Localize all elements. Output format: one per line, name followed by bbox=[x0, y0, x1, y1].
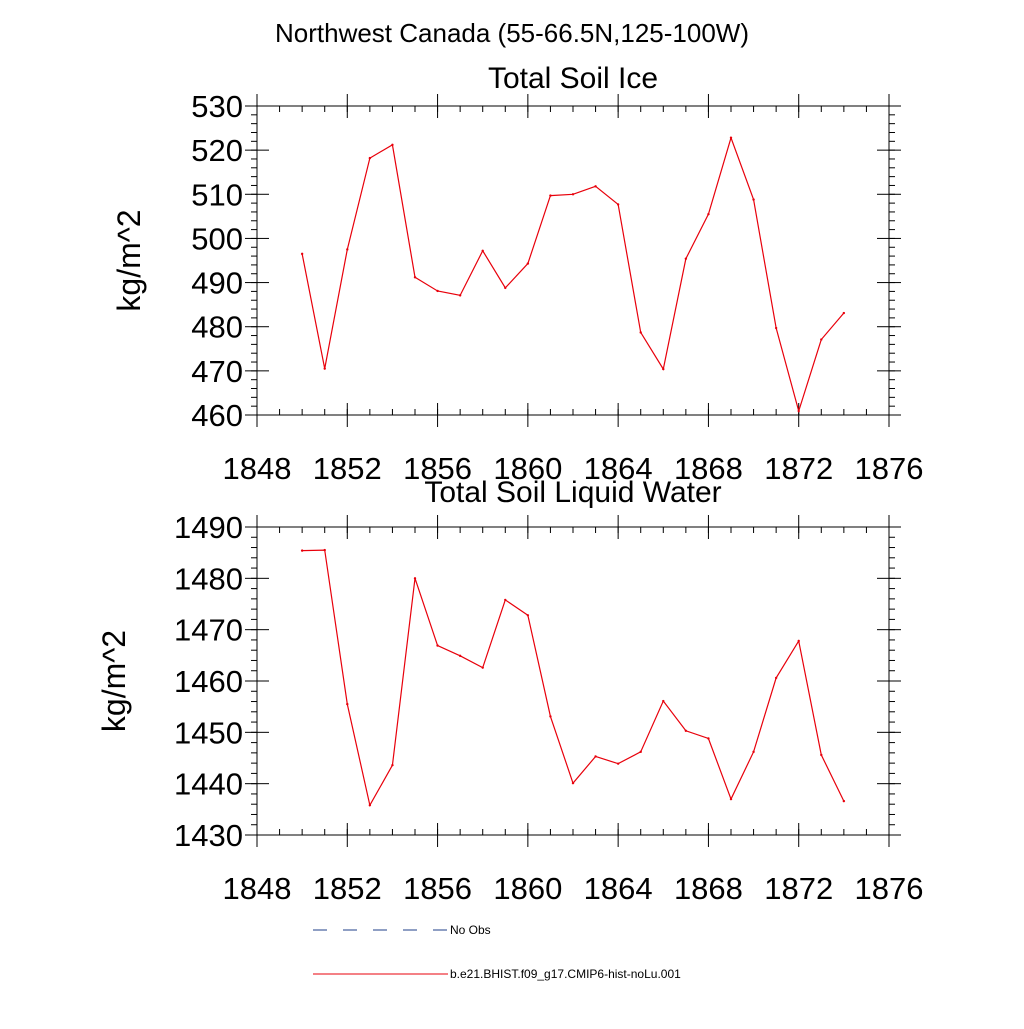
data-point bbox=[458, 654, 462, 658]
data-point bbox=[594, 755, 597, 758]
y-tick-label: 530 bbox=[191, 89, 243, 124]
data-point bbox=[729, 797, 733, 801]
data-point bbox=[481, 249, 484, 252]
x-tick-label: 1876 bbox=[855, 451, 924, 486]
x-tick-label: 1876 bbox=[855, 871, 924, 906]
data-point bbox=[526, 262, 530, 265]
data-point bbox=[820, 753, 823, 757]
data-point bbox=[684, 729, 688, 732]
y-tick-label: 1450 bbox=[174, 715, 243, 750]
data-point bbox=[752, 198, 755, 201]
data-point bbox=[323, 548, 326, 552]
y-tick-label: 470 bbox=[191, 354, 243, 389]
y-tick-label: 460 bbox=[191, 398, 243, 433]
data-point bbox=[526, 614, 530, 617]
y-tick-label: 480 bbox=[191, 310, 243, 345]
plot-frame bbox=[256, 105, 890, 416]
data-point bbox=[684, 257, 688, 260]
data-point bbox=[707, 212, 710, 216]
data-point bbox=[549, 194, 552, 197]
data-point bbox=[662, 367, 665, 371]
y-tick-label: 490 bbox=[191, 266, 243, 301]
data-point bbox=[639, 750, 642, 754]
data-point bbox=[458, 294, 462, 297]
x-tick-label: 1848 bbox=[223, 451, 292, 486]
data-point bbox=[571, 781, 575, 785]
data-point bbox=[820, 338, 823, 341]
data-point bbox=[752, 750, 755, 754]
page-title: Northwest Canada (55-66.5N,125-100W) bbox=[275, 18, 749, 48]
x-tick-label: 1856 bbox=[403, 871, 472, 906]
data-point bbox=[481, 666, 484, 669]
data-point bbox=[323, 367, 326, 370]
y-tick-label: 1440 bbox=[174, 767, 243, 802]
data-point bbox=[436, 289, 439, 293]
data-point bbox=[616, 203, 620, 206]
data-point bbox=[571, 193, 575, 196]
data-point bbox=[413, 276, 417, 279]
data-point bbox=[436, 644, 439, 647]
plot-frame bbox=[256, 526, 890, 836]
y-tick-label: 1470 bbox=[174, 613, 243, 648]
y-tick-label: 1460 bbox=[174, 664, 243, 699]
x-tick-label: 1852 bbox=[313, 451, 382, 486]
x-tick-label: 1864 bbox=[584, 451, 653, 486]
data-point bbox=[504, 286, 507, 290]
legend: No Obs b.e21.BHIST.f09_g17.CMIP6-hist-noL… bbox=[313, 923, 681, 981]
data-point bbox=[346, 702, 349, 706]
y-tick-label: 520 bbox=[191, 133, 243, 168]
data-point bbox=[391, 763, 394, 767]
data-point bbox=[774, 676, 778, 680]
data-point bbox=[300, 549, 304, 552]
data-point bbox=[549, 715, 552, 718]
data-point bbox=[368, 156, 372, 160]
data-point bbox=[707, 737, 710, 740]
data-point bbox=[729, 136, 733, 139]
data-point bbox=[504, 598, 507, 602]
series-line bbox=[301, 135, 845, 414]
data-point bbox=[368, 804, 372, 807]
series-line bbox=[302, 549, 845, 807]
x-tick-label: 1852 bbox=[313, 871, 382, 906]
x-tick-label: 1856 bbox=[403, 451, 472, 486]
y-tick-label: 1490 bbox=[174, 510, 243, 545]
y-axis-label: kg/m^2 bbox=[111, 209, 147, 311]
data-point bbox=[797, 639, 800, 643]
data-point bbox=[346, 248, 349, 251]
chart-panel-1: Total Soil Ice kg/m^2 1848 1852 1856 1860 1864… bbox=[111, 62, 923, 486]
data-point bbox=[300, 252, 304, 256]
data-point bbox=[797, 409, 800, 413]
data-point bbox=[413, 577, 417, 580]
x-tick-label: 1864 bbox=[584, 871, 653, 906]
x-tick-label: 1868 bbox=[674, 871, 743, 906]
y-tick-label: 1430 bbox=[174, 818, 243, 853]
data-point bbox=[774, 326, 778, 330]
y-axis-label: kg/m^2 bbox=[96, 630, 132, 732]
x-tick-label: 1872 bbox=[764, 871, 833, 906]
data-point bbox=[639, 331, 642, 334]
data-point bbox=[391, 143, 394, 147]
chart-title: Total Soil Liquid Water bbox=[424, 476, 721, 509]
legend-label-1: No Obs bbox=[450, 923, 491, 937]
data-point bbox=[842, 799, 846, 803]
x-tick-label: 1868 bbox=[674, 451, 743, 486]
x-tick-label: 1860 bbox=[493, 871, 562, 906]
y-tick-label: 500 bbox=[191, 221, 243, 256]
chart-title: Total Soil Ice bbox=[488, 62, 658, 95]
data-point bbox=[842, 311, 846, 315]
y-tick-label: 510 bbox=[191, 177, 243, 212]
data-point bbox=[594, 185, 597, 188]
y-tick-label: 1480 bbox=[174, 561, 243, 596]
x-tick-label: 1848 bbox=[223, 871, 292, 906]
chart-panel-2: Total Soil Liquid Water kg/m^2 1848 1852 185… bbox=[96, 476, 923, 906]
x-tick-label: 1860 bbox=[493, 451, 562, 486]
data-point bbox=[662, 699, 665, 703]
legend-label-2: b.e21.BHIST.f09_g17.CMIP6-hist-noLu.001 bbox=[450, 967, 681, 981]
data-point bbox=[616, 762, 620, 765]
x-tick-label: 1872 bbox=[764, 451, 833, 486]
